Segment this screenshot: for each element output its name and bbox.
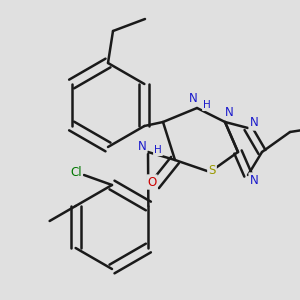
- Text: N: N: [225, 106, 233, 118]
- Text: N: N: [189, 92, 197, 104]
- Text: O: O: [147, 176, 157, 188]
- Text: N: N: [250, 173, 258, 187]
- Text: H: H: [154, 145, 162, 155]
- Text: S: S: [208, 164, 216, 176]
- Text: Cl: Cl: [70, 167, 82, 179]
- Text: N: N: [250, 116, 258, 130]
- Text: N: N: [138, 140, 146, 152]
- Text: H: H: [203, 100, 211, 110]
